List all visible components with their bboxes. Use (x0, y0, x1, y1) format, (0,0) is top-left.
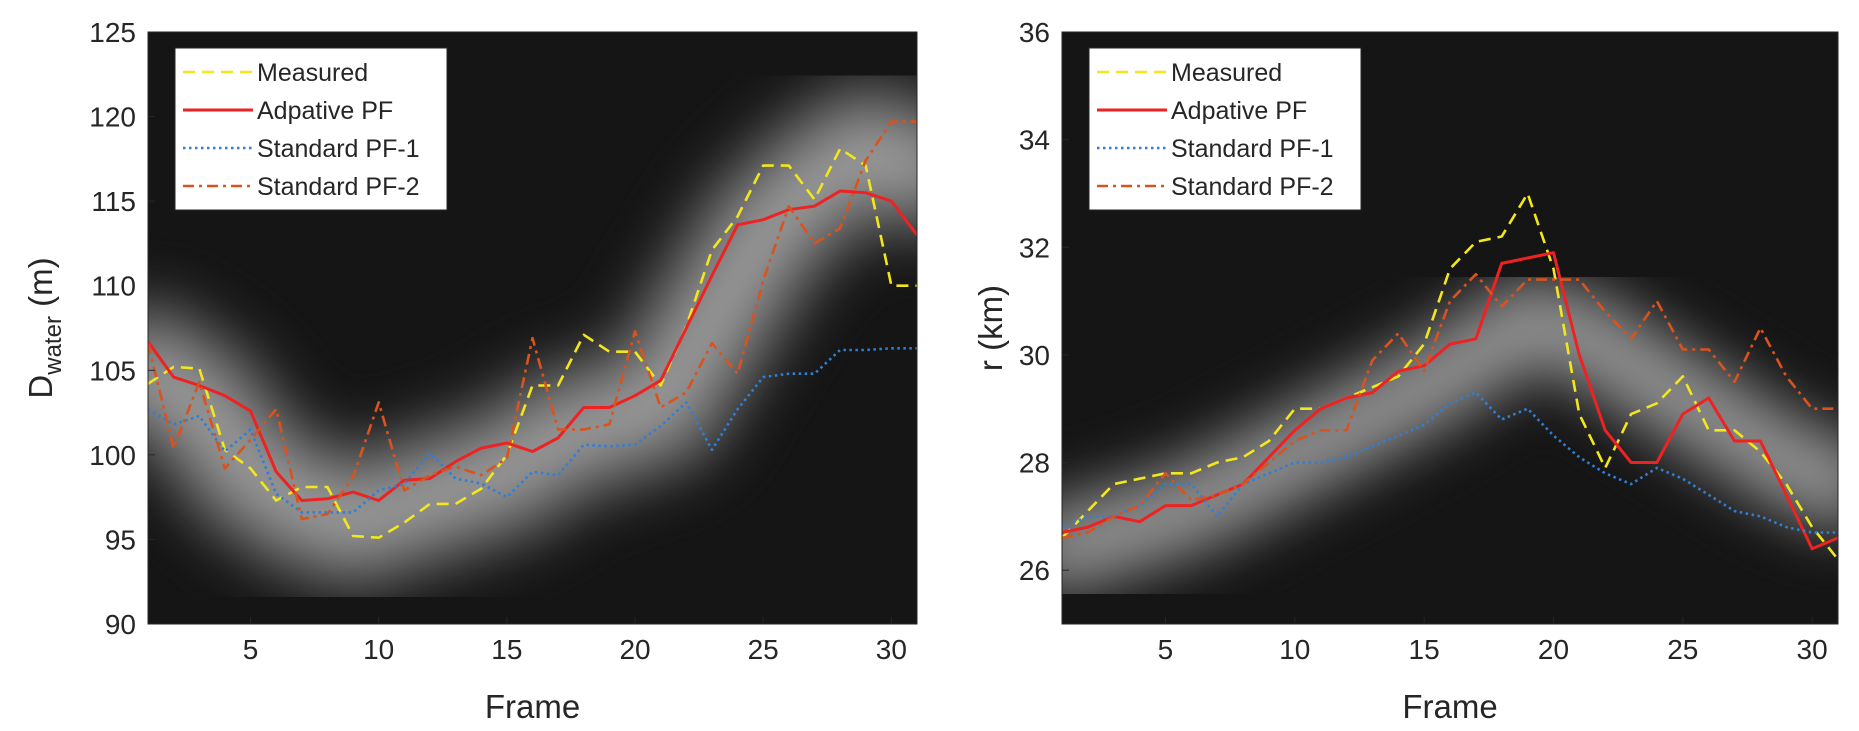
series-line-standard-pf-1 (1062, 391, 1838, 534)
y-axis-label-main: D (22, 375, 59, 399)
legend-label: Standard PF-2 (257, 173, 420, 201)
y-tick-label: 28 (1019, 448, 1050, 479)
x-tick-label: 5 (243, 634, 259, 665)
y-tick-label: 30 (1019, 340, 1050, 371)
series-line-standard-pf-2 (148, 120, 917, 521)
x-tick-label: 10 (1279, 634, 1310, 665)
y-tick-label: 115 (91, 186, 136, 217)
legend-label: Standard PF-2 (1171, 173, 1334, 201)
series-line-standard-pf-1 (148, 346, 917, 514)
y-tick-label: 110 (91, 271, 136, 302)
y-axis-label-main: r (km) (972, 285, 1009, 371)
legend-label: Measured (1171, 59, 1282, 87)
series-line-adpative-pf (148, 189, 917, 502)
x-axis-label: Frame (1402, 688, 1497, 725)
x-tick-label: 20 (1538, 634, 1569, 665)
right-chart: 5 10 15 20 25 30 26 28 30 32 34 36 Frame r (km) Measur… (972, 17, 1839, 725)
x-tick-label: 25 (748, 634, 779, 665)
x-tick-label: 30 (1797, 634, 1828, 665)
series-line-measured (1062, 192, 1838, 561)
axes-box (1061, 31, 1839, 625)
y-tick-label: 34 (1019, 125, 1050, 156)
legend-box (1088, 47, 1362, 211)
legend-label: Measured (257, 59, 368, 87)
x-tick-label: 15 (491, 634, 522, 665)
x-tick-label: 10 (363, 634, 394, 665)
x-tick-label: 15 (1409, 634, 1440, 665)
series-line-adpative-pf (1062, 251, 1838, 551)
y-tick-label: 120 (89, 102, 136, 133)
y-tick-label: 90 (105, 609, 136, 640)
series-line-standard-pf-2 (1062, 272, 1838, 540)
y-tick-label: 32 (1019, 232, 1050, 263)
x-tick-label: 25 (1667, 634, 1698, 665)
y-tick-label: 100 (89, 440, 136, 471)
series-line-measured (148, 147, 917, 540)
legend-label: Adpative PF (1171, 97, 1307, 125)
left-chart: 5 10 15 20 25 30 90 95 100 105 110 115 120 125 Frame Dw… (22, 17, 918, 725)
y-axis-label: Dwater (m) (22, 257, 67, 398)
x-axis-label: Frame (485, 688, 580, 725)
y-axis-label-unit: (m) (22, 257, 59, 316)
x-tick-label: 20 (619, 634, 650, 665)
y-tick-label: 125 (89, 17, 136, 48)
legend-box (174, 47, 448, 211)
axes-box (147, 31, 918, 625)
y-tick-label: 105 (89, 355, 136, 386)
legend-label: Adpative PF (257, 97, 393, 125)
legend-label: Standard PF-1 (257, 135, 420, 163)
legend: Measured Adpative PF Standard PF-1 Standard… (174, 47, 448, 211)
y-axis-label-subscript: water (40, 316, 67, 376)
y-tick-label: 95 (105, 524, 136, 555)
legend-label: Standard PF-1 (1171, 135, 1334, 163)
x-tick-label: 30 (876, 634, 907, 665)
y-tick-label: 26 (1019, 555, 1050, 586)
y-axis-label: r (km) (972, 285, 1009, 371)
x-tick-label: 5 (1158, 634, 1174, 665)
y-tick-label: 36 (1019, 17, 1050, 48)
legend: Measured Adpative PF Standard PF-1 Standard… (1088, 47, 1362, 211)
